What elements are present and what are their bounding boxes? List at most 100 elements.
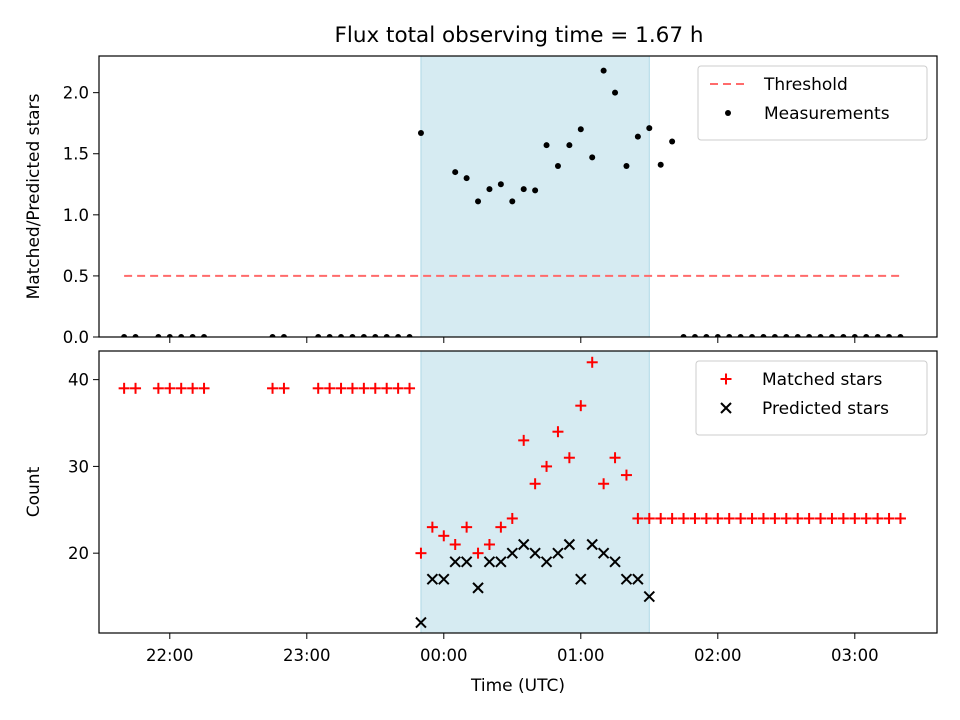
x-tick-label: 23:00 — [283, 646, 331, 665]
legend-dot-handle — [725, 110, 731, 116]
predicted-star-marker — [586, 538, 598, 551]
legend-entry: Predicted stars — [720, 399, 889, 419]
measurement-point — [372, 334, 379, 337]
legend-entry: Measurements — [725, 104, 890, 124]
y-tick-label: 0.5 — [63, 267, 89, 286]
y-tick-label: 1.0 — [63, 206, 89, 225]
x-tick-label: 01:00 — [557, 646, 605, 665]
x-tick-label: 02:00 — [694, 646, 742, 665]
plot-frame — [98, 350, 938, 634]
matched-star-marker — [712, 512, 724, 524]
y-tick-label: 0.0 — [63, 328, 89, 347]
measurement-point — [452, 169, 459, 176]
measurement-point — [612, 89, 619, 96]
legend-entry: Matched stars — [720, 370, 882, 390]
measurement-point — [383, 334, 390, 337]
legend-entry: Threshold — [710, 75, 848, 95]
matched-star-marker — [678, 512, 690, 524]
matched-star-marker — [723, 512, 735, 524]
measurement-point — [657, 161, 664, 168]
measurement-point — [828, 334, 835, 337]
measurement-point — [509, 198, 516, 205]
measurement-point — [897, 334, 904, 337]
measurement-point — [577, 126, 584, 133]
y-tick-label: 2.0 — [63, 84, 89, 103]
measurement-point — [554, 162, 561, 169]
predicted-star-marker — [438, 573, 450, 585]
measurement-point — [714, 334, 721, 337]
shaded-interval — [420, 55, 650, 338]
measurement-point — [349, 334, 356, 337]
legend-label: Measurements — [764, 104, 890, 124]
matched-star-marker — [769, 512, 781, 524]
matched-star-marker — [335, 382, 347, 394]
measurement-point — [280, 334, 287, 337]
predicted-star-marker — [632, 573, 644, 585]
predicted-star-marker — [506, 547, 518, 559]
x-tick-label: 00:00 — [420, 646, 468, 665]
measurement-point — [475, 198, 482, 205]
matched-star-marker — [563, 452, 575, 464]
measurement-point — [589, 154, 596, 161]
matched-star-marker — [495, 521, 507, 533]
predicted-star-marker — [609, 556, 621, 568]
matched-star-marker — [575, 400, 587, 412]
predicted-star-marker — [540, 556, 553, 568]
measurement-point — [634, 133, 641, 140]
measurement-point — [794, 334, 801, 337]
measurement-point — [463, 175, 470, 182]
matched-star-marker — [518, 434, 530, 446]
y-tick-label: 30 — [68, 457, 89, 476]
measurement-point — [132, 334, 139, 337]
measurement-point — [806, 334, 813, 337]
y-axis-label: Count — [24, 466, 44, 517]
predicted-star-marker — [495, 556, 507, 568]
measurement-point — [874, 334, 881, 337]
matched-star-marker — [837, 512, 849, 524]
predicted-star-marker — [449, 556, 461, 568]
measurement-point — [840, 334, 847, 337]
measurement-point — [201, 334, 208, 337]
matched-star-marker — [278, 382, 290, 394]
matched-star-marker — [312, 382, 324, 394]
matched-star-marker — [381, 382, 393, 394]
matched-star-marker — [426, 521, 438, 533]
matched-star-marker — [152, 382, 164, 394]
measurement-point — [166, 334, 173, 337]
matched-star-marker — [689, 512, 701, 524]
measurement-point — [520, 186, 527, 193]
x-tick-label: 03:00 — [831, 646, 879, 665]
matched-star-marker — [849, 512, 861, 524]
matched-star-marker — [175, 382, 187, 394]
matched-star-marker — [461, 521, 473, 533]
measurement-point — [886, 334, 893, 337]
matched-star-marker — [632, 512, 644, 524]
measurement-point — [269, 334, 276, 337]
measurement-point — [749, 334, 756, 337]
matched-star-marker — [746, 512, 758, 524]
y-tick-label: 40 — [68, 371, 89, 390]
measurement-point — [360, 334, 367, 337]
measurement-point — [338, 334, 345, 337]
measurement-point — [600, 67, 607, 74]
legend-x-handle — [720, 402, 732, 414]
matched-star-marker — [187, 382, 199, 394]
predicted-star-marker — [483, 556, 496, 568]
matched-star-marker — [118, 382, 130, 394]
legend-label: Matched stars — [762, 370, 882, 390]
matched-star-marker — [860, 512, 872, 524]
markers — [118, 356, 906, 629]
matched-star-marker — [735, 512, 747, 524]
measurement-point — [703, 334, 710, 337]
measurement-point — [497, 181, 504, 188]
measurement-point — [863, 334, 870, 337]
measurement-point — [760, 334, 767, 337]
matched-star-marker — [130, 382, 142, 394]
matched-star-marker — [198, 382, 210, 394]
markers — [121, 67, 904, 337]
matched-star-marker — [415, 547, 427, 559]
matched-star-marker — [586, 356, 598, 368]
predicted-star-marker — [529, 547, 541, 559]
matched-star-marker — [529, 478, 541, 490]
